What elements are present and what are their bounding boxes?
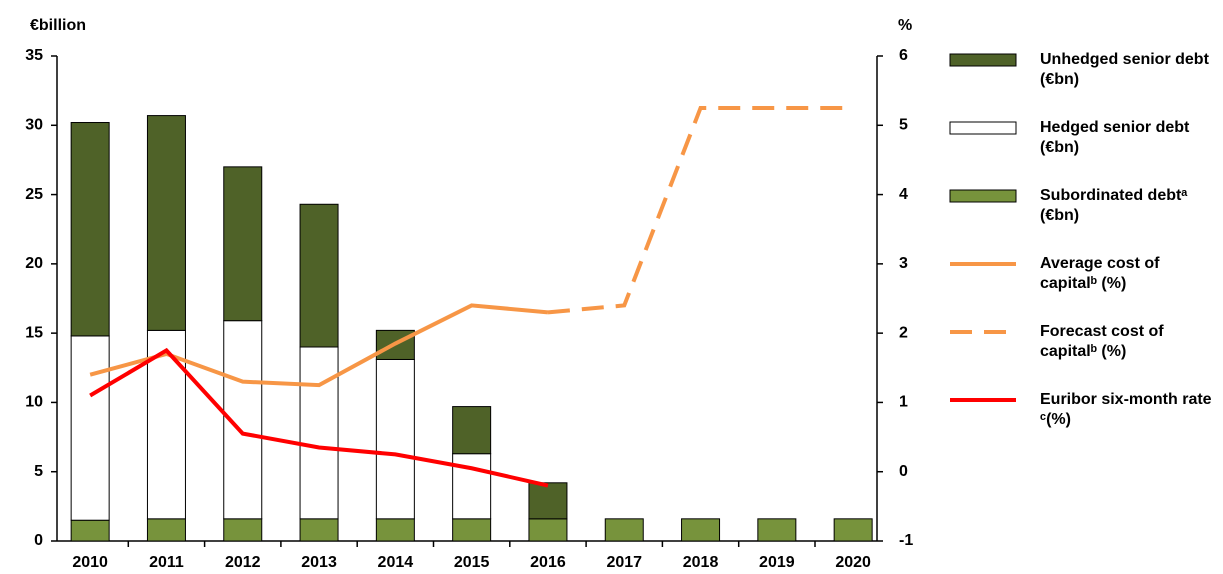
- bar-segment: [375, 358, 415, 520]
- x-tick-label: 2011: [149, 554, 184, 571]
- bar-segment: [299, 203, 339, 348]
- bar-segment: [146, 518, 186, 542]
- legend-label: Hedged senior debt (€bn): [1040, 119, 1190, 156]
- y2-tick-label: -1: [899, 532, 913, 549]
- bar-segment: [452, 406, 492, 455]
- y2-tick-label: 2: [899, 324, 908, 341]
- x-tick-label: 2013: [301, 554, 337, 571]
- bar-segment: [146, 115, 186, 331]
- bar-segment: [681, 518, 721, 542]
- x-tick-label: 2016: [530, 554, 566, 571]
- legend-swatch: [949, 121, 1017, 135]
- bar-segment: [299, 346, 339, 520]
- y2-tick-label: 6: [899, 47, 908, 64]
- x-tick-label: 2018: [683, 554, 719, 571]
- bar-segment: [604, 518, 644, 542]
- legend-label: Unhedged senior debt (€bn): [1040, 51, 1209, 88]
- legend-swatch: [949, 53, 1017, 67]
- bar-segment: [452, 453, 492, 520]
- bar-segment: [70, 122, 110, 337]
- x-tick-label: 2012: [225, 554, 261, 571]
- bar-segment: [452, 518, 492, 542]
- legend-label: Average cost of capitalᵇ (%): [1040, 255, 1160, 292]
- legend-label: Subordinated debtᵃ (€bn): [1040, 187, 1188, 224]
- x-tick-label: 2017: [606, 554, 642, 571]
- y2-tick-label: 1: [899, 394, 908, 411]
- x-tick-label: 2015: [454, 554, 490, 571]
- y2-tick-label: 5: [899, 117, 908, 134]
- x-tick-label: 2019: [759, 554, 795, 571]
- x-tick-label: 2020: [835, 554, 871, 571]
- legend-swatch: [949, 189, 1017, 203]
- legend-label: Forecast cost of capitalᵇ (%): [1040, 323, 1164, 360]
- y-tick-label: 35: [25, 47, 43, 64]
- y-tick-label: 0: [34, 532, 43, 549]
- y2-tick-label: 0: [899, 463, 908, 480]
- y-tick-label: 30: [25, 117, 43, 134]
- bar-segment: [70, 519, 110, 542]
- bar-segment: [70, 335, 110, 521]
- y2-axis-label: %: [898, 17, 912, 34]
- y-tick-label: 15: [25, 324, 43, 341]
- legend-label: Euribor six-month rate ᶜ(%): [1040, 391, 1212, 428]
- x-tick-label: 2014: [378, 554, 414, 571]
- y-axis-label: €billion: [30, 17, 86, 34]
- bar-segment: [223, 518, 263, 542]
- bar-segment: [528, 482, 568, 520]
- y-tick-label: 5: [34, 463, 43, 480]
- y-tick-label: 25: [25, 186, 43, 203]
- y-tick-label: 10: [25, 394, 43, 411]
- bar-segment: [223, 166, 263, 322]
- y-tick-label: 20: [25, 255, 43, 272]
- bar-segment: [757, 518, 797, 542]
- line-series: [89, 303, 549, 388]
- y2-tick-label: 4: [899, 186, 908, 203]
- bar-segment: [528, 518, 568, 542]
- line-series: [547, 105, 854, 315]
- x-tick-label: 2010: [72, 554, 108, 571]
- y2-tick-label: 3: [899, 255, 908, 272]
- bar-segment: [299, 518, 339, 542]
- line-series: [89, 347, 549, 488]
- bar-segment: [375, 518, 415, 542]
- bar-segment: [833, 518, 873, 542]
